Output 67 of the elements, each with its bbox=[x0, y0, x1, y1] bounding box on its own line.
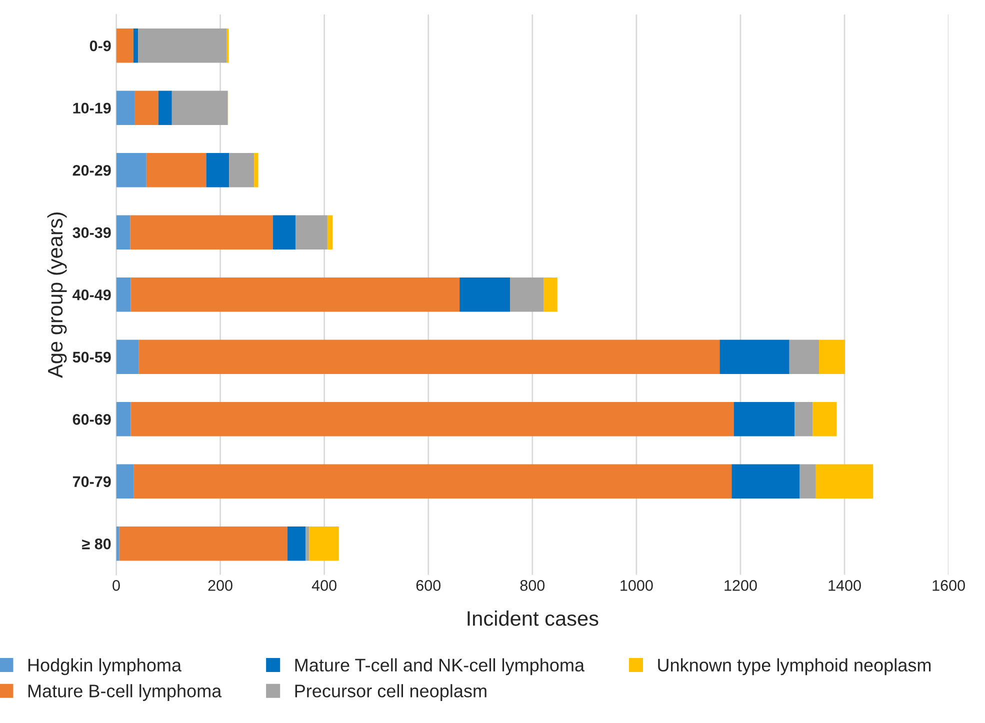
bar bbox=[732, 464, 800, 499]
bar bbox=[134, 464, 732, 499]
y-tick-label: 10-19 bbox=[73, 102, 111, 114]
bar bbox=[130, 402, 734, 436]
bar bbox=[544, 278, 558, 312]
bar bbox=[206, 152, 230, 188]
bar bbox=[789, 340, 820, 374]
bar bbox=[133, 28, 138, 63]
bar bbox=[819, 340, 846, 374]
bar bbox=[119, 526, 288, 561]
bar bbox=[130, 278, 460, 312]
legend-label: Mature B-cell lymphoma bbox=[28, 684, 222, 701]
x-tick-label: 1200 bbox=[724, 580, 757, 591]
y-tick-label: 60-69 bbox=[72, 414, 111, 425]
bar bbox=[116, 152, 146, 188]
y-tick-label: 30-39 bbox=[72, 227, 111, 238]
y-tick-label: 50-59 bbox=[72, 352, 111, 363]
bar bbox=[116, 526, 120, 561]
bar bbox=[116, 278, 131, 312]
bar bbox=[309, 526, 339, 561]
bar bbox=[800, 464, 816, 499]
bar bbox=[116, 90, 135, 125]
bar bbox=[138, 28, 227, 63]
bar bbox=[158, 90, 172, 125]
bar bbox=[734, 402, 795, 436]
legend-label: Mature T-cell and NK-cell lymphoma bbox=[295, 658, 585, 676]
x-tick-label: 400 bbox=[312, 580, 336, 591]
x-tick-label: 800 bbox=[520, 580, 545, 591]
y-tick-label: 20-29 bbox=[72, 164, 111, 176]
bar bbox=[130, 215, 273, 250]
y-tick-label: 40-49 bbox=[72, 289, 111, 300]
x-tick-label: 600 bbox=[416, 580, 440, 591]
y-tick-label: 70-79 bbox=[72, 476, 111, 488]
legend-label: Hodgkin lymphoma bbox=[28, 658, 182, 676]
legend-label: Precursor cell neoplasm bbox=[295, 684, 486, 701]
legend-label: Unknown type lymphoid neoplasm bbox=[658, 658, 931, 676]
bar bbox=[816, 464, 874, 499]
y-tick-label: 0-9 bbox=[90, 40, 111, 52]
bar bbox=[287, 526, 306, 561]
bar bbox=[116, 215, 130, 250]
x-tick-label: 0 bbox=[112, 580, 120, 591]
bar bbox=[720, 340, 790, 374]
x-tick-label: 1600 bbox=[932, 580, 965, 591]
bar bbox=[272, 215, 296, 250]
bar bbox=[116, 28, 134, 63]
bar bbox=[138, 340, 720, 374]
x-tick-label: 1000 bbox=[620, 580, 653, 591]
y-tick-label: ≥ 80 bbox=[82, 538, 111, 550]
bar bbox=[812, 402, 837, 436]
bar bbox=[510, 278, 544, 312]
bar bbox=[254, 152, 258, 188]
bar bbox=[172, 90, 228, 125]
bar bbox=[116, 464, 134, 499]
bar bbox=[306, 526, 310, 561]
bar bbox=[116, 340, 139, 374]
bar bbox=[327, 215, 333, 250]
bar bbox=[296, 215, 328, 250]
bar bbox=[794, 402, 813, 436]
bar bbox=[229, 152, 254, 188]
x-tick-label: 200 bbox=[208, 580, 232, 591]
bar bbox=[146, 152, 206, 188]
y-axis-title: Age group (years) bbox=[47, 212, 67, 378]
x-tick-label: 1400 bbox=[828, 580, 861, 591]
bar bbox=[460, 278, 510, 312]
bar bbox=[134, 90, 158, 125]
x-axis-title: Incident cases bbox=[468, 610, 598, 626]
bar bbox=[116, 402, 131, 436]
